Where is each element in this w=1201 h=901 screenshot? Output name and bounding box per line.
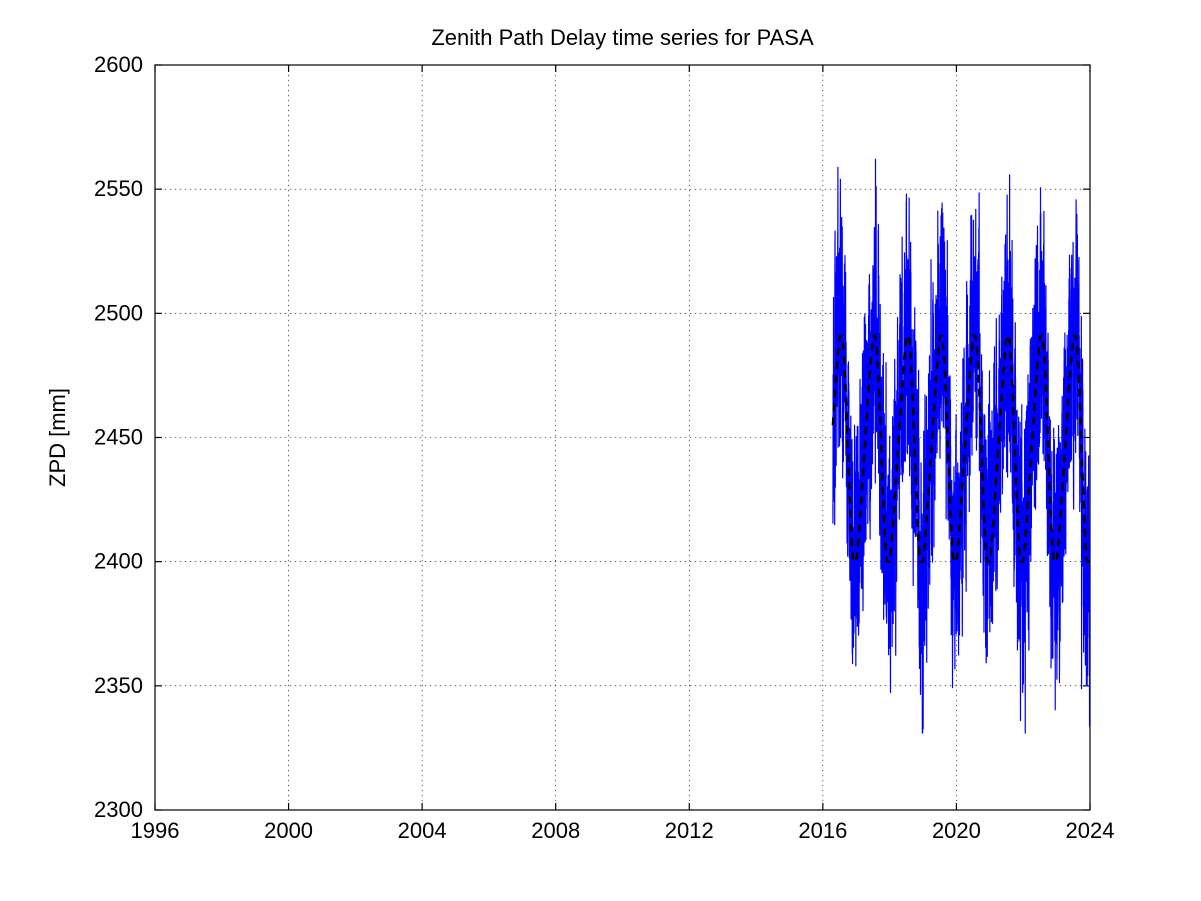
- x-tick-label: 2024: [1066, 818, 1115, 843]
- chart-container: Zenith Path Delay time series for PASA Z…: [0, 0, 1201, 901]
- chart-title: Zenith Path Delay time series for PASA: [431, 25, 814, 50]
- x-tick-label: 2020: [932, 818, 981, 843]
- y-tick-label: 2600: [94, 52, 143, 77]
- chart-svg: Zenith Path Delay time series for PASA Z…: [0, 0, 1201, 901]
- y-axis-label: ZPD [mm]: [45, 388, 70, 487]
- x-tick-label: 2016: [798, 818, 847, 843]
- x-tick-label: 2012: [665, 818, 714, 843]
- y-tick-label: 2500: [94, 300, 143, 325]
- x-tick-label: 2004: [398, 818, 447, 843]
- y-tick-label: 2350: [94, 673, 143, 698]
- y-tick-label: 2400: [94, 549, 143, 574]
- y-tick-label: 2300: [94, 797, 143, 822]
- x-tick-label: 2000: [264, 818, 313, 843]
- y-tick-label: 2450: [94, 425, 143, 450]
- x-tick-label: 2008: [531, 818, 580, 843]
- y-tick-label: 2550: [94, 176, 143, 201]
